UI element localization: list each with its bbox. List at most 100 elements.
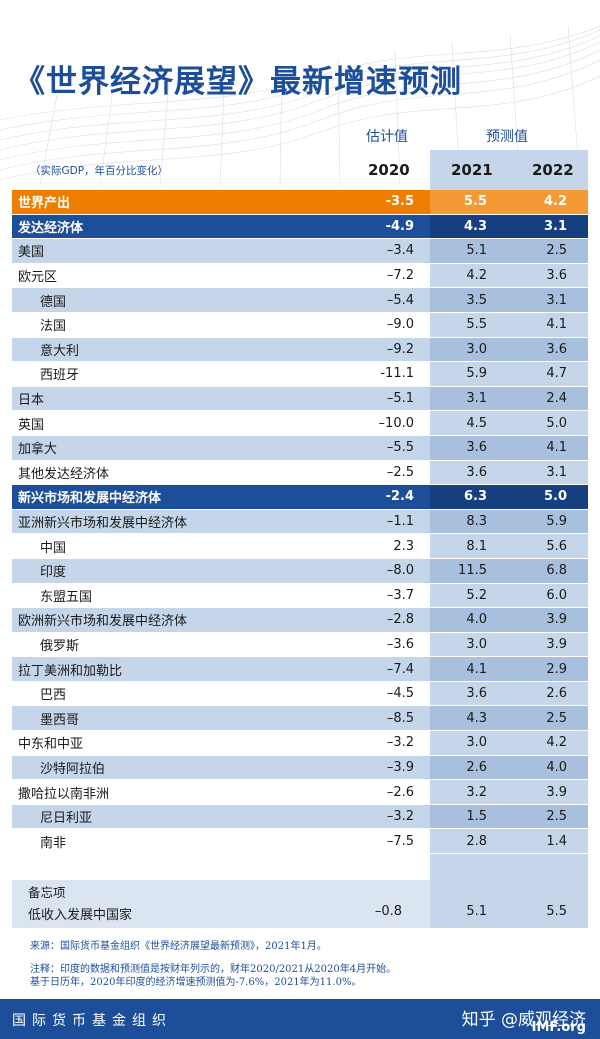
row-value-2020: –3.6	[386, 636, 414, 652]
row-name: 欧洲新兴市场和发展中经济体	[18, 614, 188, 630]
row-value-2020: –10.0	[378, 415, 414, 431]
row-name: 法国	[40, 319, 67, 335]
row-value-2020: –2.6	[386, 784, 414, 800]
org-name: 国际货币基金组织	[12, 1013, 172, 1029]
row-value-2021: 3.6	[466, 464, 487, 480]
year-2022-header: 2022	[532, 161, 574, 179]
row-value-2022: 5.0	[543, 489, 567, 505]
row-value-2022: 4.2	[546, 735, 567, 751]
memo-row-name: 低收入发展中国家	[28, 908, 133, 923]
year-2021-header: 2021	[451, 161, 493, 179]
table-row: 尼日利亚 –3.2 1.5 2.5	[12, 804, 588, 830]
row-name: 拉丁美洲和加勒比	[18, 663, 123, 679]
row-value-2021: 8.3	[466, 514, 487, 530]
row-value-2022: 3.1	[543, 218, 567, 234]
row-value-2021: 11.5	[458, 563, 487, 579]
row-name: 亚洲新兴市场和发展中经济体	[18, 516, 188, 532]
row-value-2020: –3.9	[386, 759, 414, 775]
table-row: 英国 –10.0 4.5 5.0	[12, 411, 588, 436]
table-row: 加拿大 –5.5 3.6 4.1	[12, 435, 588, 461]
page-title: 《世界经济展望》最新增速预测	[14, 64, 462, 100]
row-value-2022: 2.4	[546, 391, 567, 407]
row-name: 俄罗斯	[40, 638, 80, 654]
row-value-2020: –7.5	[386, 833, 414, 849]
table-row: 巴西 –4.5 3.6 2.6	[12, 681, 588, 707]
row-value-2020: –5.5	[386, 440, 414, 456]
row-value-2022: 4.1	[546, 317, 567, 333]
row-name: 尼日利亚	[40, 811, 93, 827]
row-value-2021: 3.5	[466, 292, 487, 308]
row-value-2022: 1.4	[546, 833, 567, 849]
row-value-2021: 5.5	[463, 194, 487, 210]
table-row: 德国 –5.4 3.5 3.1	[12, 288, 588, 313]
row-value-2020: -2.4	[385, 489, 414, 505]
row-name: 撒哈拉以南非洲	[18, 786, 110, 802]
row-value-2021: 5.9	[466, 366, 487, 382]
header: 《世界经济展望》最新增速预测 估计值 预测值 （实际GDP，年百分比变化）	[0, 0, 600, 185]
row-value-2022: 3.9	[546, 612, 567, 628]
row-value-2021: 3.6	[466, 686, 487, 702]
memo-label: 备忘项	[28, 885, 66, 900]
table-row: 东盟五国 –3.7 5.2 6.0	[12, 583, 588, 609]
row-value-2022: 3.1	[546, 464, 567, 480]
row-value-2020: –7.4	[386, 661, 414, 677]
row-value-2021: 3.1	[466, 391, 487, 407]
imf-logo: IMF.org	[531, 1020, 586, 1035]
footnote: 注释：印度的数据和预测值是按财年列示的，财年2020/2021从2020年4月开…	[30, 963, 396, 989]
table-row: 发达经济体 -4.9 4.3 3.1	[12, 214, 588, 240]
row-value-2021: 2.8	[466, 833, 487, 849]
table-row: 亚洲新兴市场和发展中经济体 –1.1 8.3 5.9	[12, 509, 588, 535]
row-name: 欧元区	[18, 270, 58, 286]
row-value-2022: 3.6	[546, 341, 567, 357]
row-value-2020: –2.8	[386, 612, 414, 628]
row-value-2022: 2.6	[546, 686, 567, 702]
table-row: 印度 –8.0 11.5 6.8	[12, 558, 588, 584]
footnote-line: 基于日历年，2020年印度的经济增速预测值为-7.6%，2021年为11.0%。	[30, 977, 362, 988]
row-value-2020: –3.2	[386, 735, 414, 751]
row-value-2022: 5.9	[546, 514, 567, 530]
row-name: 美国	[18, 245, 45, 261]
table-row: 撒哈拉以南非洲 –2.6 3.2 3.9	[12, 780, 588, 805]
table-row: 新兴市场和发展中经济体 -2.4 6.3 5.0	[12, 485, 588, 510]
row-value-2021: 4.3	[466, 710, 487, 726]
row-value-2021: 3.0	[466, 735, 487, 751]
memo-section	[12, 880, 588, 928]
table-row: 西班牙 -11.1 5.9 4.7	[12, 362, 588, 387]
footnote-line: 注释：印度的数据和预测值是按财年列示的，财年2020/2021从2020年4月开…	[30, 964, 397, 975]
row-value-2020: –5.4	[386, 292, 414, 308]
row-value-2021: 2.6	[466, 759, 487, 775]
row-value-2021: 4.1	[466, 661, 487, 677]
row-value-2020: –1.1	[386, 514, 414, 530]
table-row: 欧元区 –7.2 4.2 3.6	[12, 263, 588, 289]
table-row: 沙特阿拉伯 –3.9 2.6 4.0	[12, 755, 588, 781]
table-row: 俄罗斯 –3.6 3.0 3.9	[12, 632, 588, 658]
row-name: 沙特阿拉伯	[40, 761, 106, 777]
row-value-2021: 3.0	[466, 636, 487, 652]
estimate-header: 估计值	[366, 129, 408, 145]
row-value-2020: –9.2	[386, 341, 414, 357]
row-value-2020: –2.5	[386, 464, 414, 480]
memo-value-2022: 5.5	[546, 904, 567, 919]
row-value-2020: –3.2	[386, 809, 414, 825]
memo-value-2020: –0.8	[374, 904, 402, 919]
row-value-2020: –3.7	[386, 587, 414, 603]
forecast-header: 预测值	[486, 129, 528, 145]
units-label: （实际GDP，年百分比变化）	[30, 165, 169, 177]
row-value-2022: 5.6	[546, 538, 567, 554]
row-name: 印度	[40, 565, 67, 581]
table-row: 意大利 –9.2 3.0 3.6	[12, 337, 588, 363]
row-value-2022: 2.5	[546, 809, 567, 825]
table-row: 其他发达经济体 –2.5 3.6 3.1	[12, 460, 588, 486]
row-value-2022: 2.9	[546, 661, 567, 677]
row-value-2022: 2.5	[546, 710, 567, 726]
row-name: 其他发达经济体	[18, 466, 110, 482]
row-name: 墨西哥	[40, 712, 80, 728]
row-name: 东盟五国	[40, 589, 93, 605]
source-note: 来源：国际货币基金组织《世界经济展望最新预测》，2021年1月。	[30, 941, 327, 952]
row-value-2022: 4.2	[543, 194, 567, 210]
row-value-2021: 4.5	[466, 415, 487, 431]
row-name: 中国	[40, 540, 67, 556]
row-value-2022: 3.1	[546, 292, 567, 308]
table-row: 南非 –7.5 2.8 1.4	[12, 829, 588, 855]
row-value-2022: 2.5	[546, 243, 567, 259]
